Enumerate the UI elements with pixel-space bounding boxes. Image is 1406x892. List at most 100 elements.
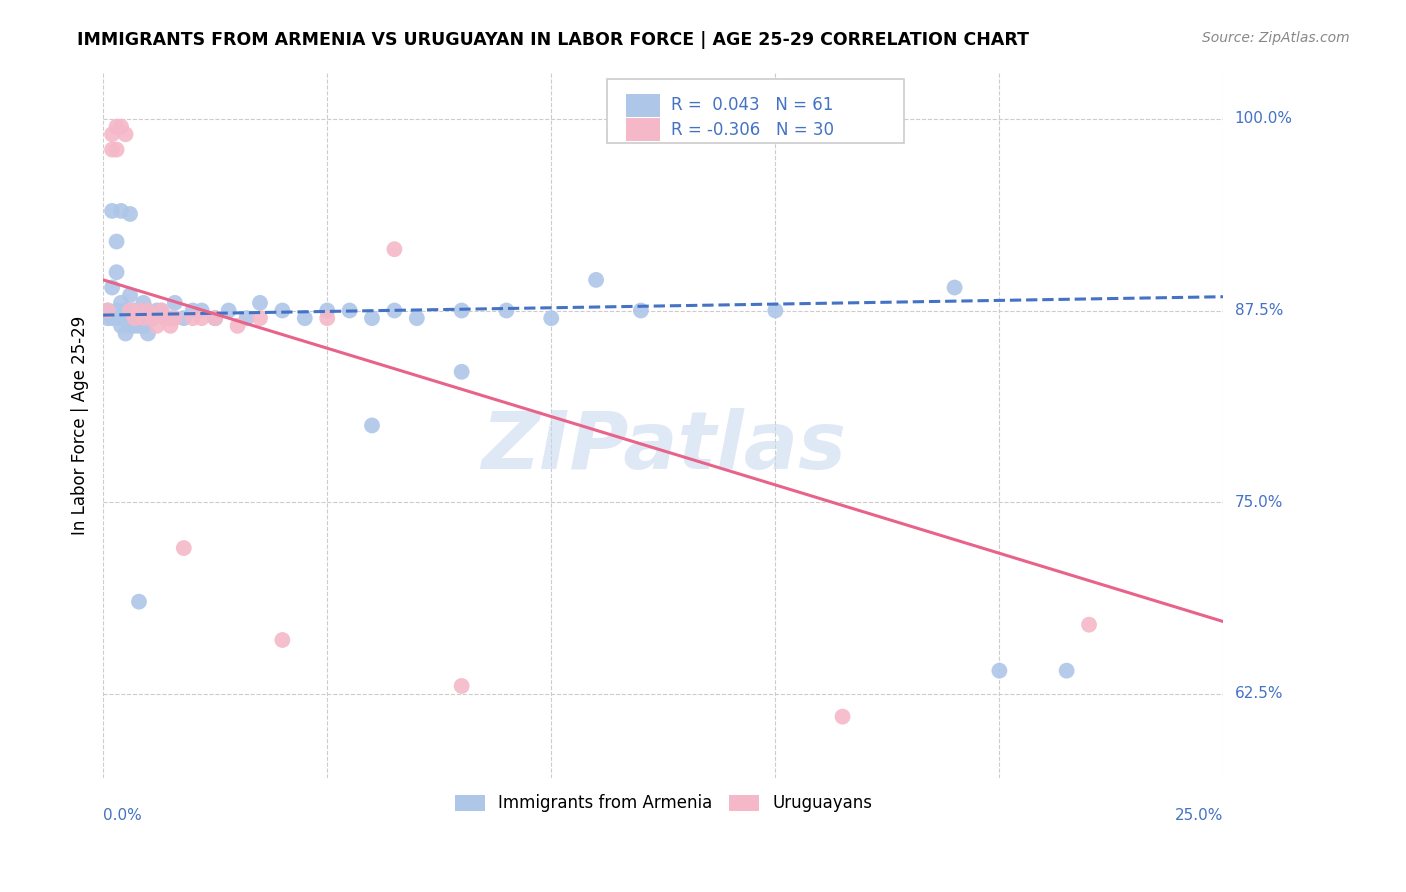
Point xyxy=(114,303,136,318)
Point xyxy=(110,203,132,218)
Point xyxy=(384,303,406,318)
Point xyxy=(450,365,472,379)
Point xyxy=(146,303,169,318)
Point xyxy=(163,296,186,310)
Point xyxy=(128,595,150,609)
Point xyxy=(136,303,159,318)
Point xyxy=(316,303,339,318)
Point xyxy=(101,280,124,294)
Point xyxy=(630,303,652,318)
Point xyxy=(585,273,607,287)
Point xyxy=(155,311,177,326)
Point xyxy=(110,318,132,333)
Point xyxy=(249,311,271,326)
Point xyxy=(763,303,786,318)
Point xyxy=(159,311,181,326)
Point xyxy=(128,303,150,318)
Text: 62.5%: 62.5% xyxy=(1234,686,1284,701)
Point xyxy=(101,311,124,326)
Point xyxy=(128,318,150,333)
Point xyxy=(181,311,204,326)
Point xyxy=(136,303,159,318)
Text: 0.0%: 0.0% xyxy=(103,808,142,823)
Point xyxy=(1056,664,1078,678)
Point xyxy=(114,128,136,142)
Point xyxy=(495,303,517,318)
Point xyxy=(114,326,136,341)
Point xyxy=(146,318,169,333)
Point xyxy=(105,235,128,249)
Point xyxy=(150,303,173,318)
Point xyxy=(136,326,159,341)
FancyBboxPatch shape xyxy=(607,78,904,144)
Text: IMMIGRANTS FROM ARMENIA VS URUGUAYAN IN LABOR FORCE | AGE 25-29 CORRELATION CHAR: IMMIGRANTS FROM ARMENIA VS URUGUAYAN IN … xyxy=(77,31,1029,49)
Point xyxy=(124,311,146,326)
Point xyxy=(204,311,226,326)
Point xyxy=(190,303,212,318)
Point xyxy=(132,296,155,310)
Point xyxy=(105,143,128,157)
Point xyxy=(339,303,361,318)
Point xyxy=(155,311,177,326)
Point xyxy=(271,632,294,647)
Y-axis label: In Labor Force | Age 25-29: In Labor Force | Age 25-29 xyxy=(72,316,89,535)
Point xyxy=(105,303,128,318)
Point xyxy=(118,207,141,221)
Point xyxy=(114,311,136,326)
Point xyxy=(294,311,316,326)
Point xyxy=(450,679,472,693)
Text: 87.5%: 87.5% xyxy=(1234,303,1282,318)
Text: Source: ZipAtlas.com: Source: ZipAtlas.com xyxy=(1202,31,1350,45)
Point xyxy=(173,311,195,326)
Point xyxy=(405,311,427,326)
Text: R = -0.306   N = 30: R = -0.306 N = 30 xyxy=(671,120,834,138)
Point xyxy=(141,311,163,326)
Point xyxy=(101,203,124,218)
FancyBboxPatch shape xyxy=(626,119,659,141)
Point xyxy=(163,311,186,326)
Point xyxy=(249,296,271,310)
Legend: Immigrants from Armenia, Uruguayans: Immigrants from Armenia, Uruguayans xyxy=(449,788,879,819)
Point xyxy=(105,120,128,134)
Point xyxy=(159,318,181,333)
Text: ZIPatlas: ZIPatlas xyxy=(481,408,846,485)
Text: 100.0%: 100.0% xyxy=(1234,112,1292,127)
Point xyxy=(110,311,132,326)
Point xyxy=(118,288,141,302)
Point xyxy=(1078,617,1101,632)
Point xyxy=(384,242,406,256)
FancyBboxPatch shape xyxy=(626,94,659,117)
Point xyxy=(316,311,339,326)
Point xyxy=(141,311,163,326)
Point xyxy=(361,418,384,433)
Point xyxy=(97,311,120,326)
Text: R =  0.043   N = 61: R = 0.043 N = 61 xyxy=(671,96,834,114)
Point xyxy=(124,303,146,318)
Point xyxy=(204,311,226,326)
Point xyxy=(128,303,150,318)
Point xyxy=(101,128,124,142)
Point xyxy=(97,303,120,318)
Point xyxy=(110,120,132,134)
Point xyxy=(173,541,195,555)
Point xyxy=(124,318,146,333)
Point xyxy=(118,318,141,333)
Text: 25.0%: 25.0% xyxy=(1175,808,1223,823)
Point xyxy=(97,303,120,318)
Point xyxy=(132,311,155,326)
Point xyxy=(450,303,472,318)
Point xyxy=(132,318,155,333)
Point xyxy=(226,318,249,333)
Point xyxy=(101,143,124,157)
Point xyxy=(988,664,1011,678)
Point xyxy=(110,296,132,310)
Point xyxy=(105,265,128,279)
Point xyxy=(118,311,141,326)
Point xyxy=(218,303,240,318)
Point xyxy=(831,709,853,723)
Point xyxy=(235,311,257,326)
Point xyxy=(118,303,141,318)
Point xyxy=(540,311,562,326)
Point xyxy=(150,303,173,318)
Point xyxy=(271,303,294,318)
